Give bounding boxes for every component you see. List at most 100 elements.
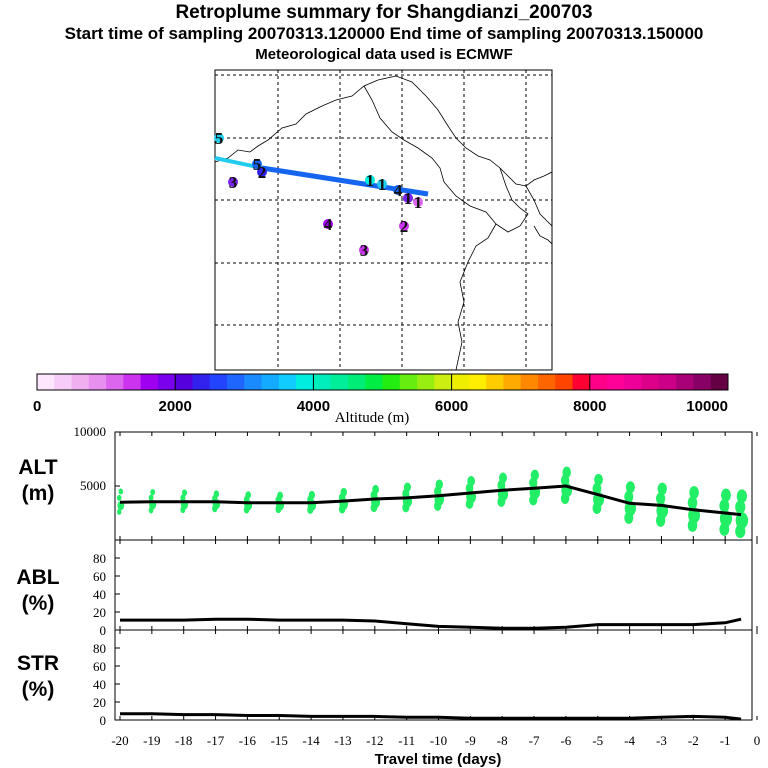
cluster-dot [359,245,369,255]
y-tick-label: 40 [93,587,106,602]
alt-scatter-point [735,500,746,514]
str-ylabel: STR [17,652,59,675]
cluster-dot [403,193,413,203]
chart-title: Retroplume summary for Shangdianzi_20070… [175,2,593,23]
cluster-label: 5 [215,129,224,148]
colorbar-cell [399,374,418,390]
colorbar-ticks: 0 2000 4000 6000 8000 10000 [33,374,729,415]
x-tick-label: -8 [497,733,508,748]
x-tick-labels: -20 -19 -18 -17 -16 -15 -14 -13 -12 -11 -10 -9 -8 -7-… [111,733,760,748]
x-tick-label: -17 [207,733,225,748]
colorbar-cell [54,374,73,390]
colorbar-cells [37,374,729,390]
x-tick-label: -1 [720,733,731,748]
abl-ylabel: ABL [16,566,59,589]
x-tick-label: -5 [592,733,603,748]
x-tick-label: -2 [688,733,699,748]
coastline [533,225,552,245]
alt-median-line [119,484,742,517]
x-tick-label: -20 [111,733,128,748]
alt-scatter-point [625,481,635,494]
cluster-label: 5 [253,155,262,174]
alt-scatter-point [624,490,634,503]
alt-scatter-point [720,488,731,502]
colorbar-cell [468,374,487,390]
y-tick-label: 80 [93,641,106,656]
alt-scatter-point [308,490,316,500]
alt-frame [114,431,753,541]
colorbar-cell [296,374,314,390]
abl-line [120,617,742,630]
cluster-dot [413,197,423,207]
cluster-dot [365,175,375,185]
x-tick-label: -14 [302,733,320,748]
alt-scatter-point [687,496,698,510]
colorbar-tick-label: 8000 [573,398,606,415]
colorbar-cell [572,374,591,390]
cluster-dot [228,177,238,187]
alt-scatter-point [530,469,539,481]
coastline [443,181,497,370]
str-line [120,712,742,721]
colorbar-cell [693,374,712,390]
x-tick-label: 0 [754,733,761,748]
colorbar-cell [347,374,366,390]
y-tick-label: 20 [93,605,106,620]
abl-frame [114,539,753,631]
colorbar-cell [123,374,142,390]
colorbar-cell [227,374,245,390]
colorbar-cell [676,374,694,390]
alt-scatter-point [181,489,188,497]
colorbar-cell [589,374,608,390]
cluster-label: 3 [229,173,238,192]
cluster-label: 4 [324,215,333,234]
alt-ytick-label: 5000 [80,478,106,493]
colorbar-cell [503,374,522,390]
alt-scatter-point [213,490,220,498]
colorbar-tick-label: 6000 [435,398,468,415]
colorbar-cell [451,374,470,390]
colorbar-cell [330,374,349,390]
str-yticks: 0 20 40 60 80 [93,641,120,728]
cluster-dot [214,133,224,143]
colorbar-tick-label: 10000 [686,398,728,415]
alt-scatter-point [277,491,284,500]
alt-ylabel-unit: (m) [22,482,55,505]
cluster-label: 1 [414,193,423,212]
colorbar-cell [710,374,729,390]
alt-scatter-point [435,479,443,490]
colorbar-cell [658,374,677,390]
y-tick-label: 60 [93,569,106,584]
alt-scatter-point [719,499,730,513]
x-tick-label: -18 [175,733,192,748]
colorbar-cell [486,374,504,390]
colorbar-cell [641,374,660,390]
alt-scatter-point [592,482,602,495]
cluster-dot [257,167,267,177]
alt-scatter-point [180,494,186,502]
alt-scatter-point [657,482,667,496]
colorbar-cell [520,374,539,390]
cluster-dot [377,179,387,189]
x-tick-label: -12 [366,733,383,748]
cluster-dot [399,221,409,231]
alt-scatter-point [118,488,124,495]
sampling-times: Start time of sampling 20070313.120000 E… [64,24,704,43]
colorbar-cell [106,374,124,390]
abl-ylabel-unit: (%) [22,592,55,615]
colorbar-cell [71,374,90,390]
colorbar-tick-label: 0 [33,398,41,415]
alt-ticks [115,431,758,540]
map-gridlines [215,70,552,370]
coastline [525,185,552,227]
colorbar-cell [365,374,383,390]
x-axis-label: Travel time (days) [375,751,502,768]
x-tick-label: -19 [143,733,160,748]
alt-scatter-point [467,476,475,487]
alt-scatter-point [735,512,749,529]
x-tick-label: -10 [430,733,447,748]
alt-scatter-point [116,508,122,515]
